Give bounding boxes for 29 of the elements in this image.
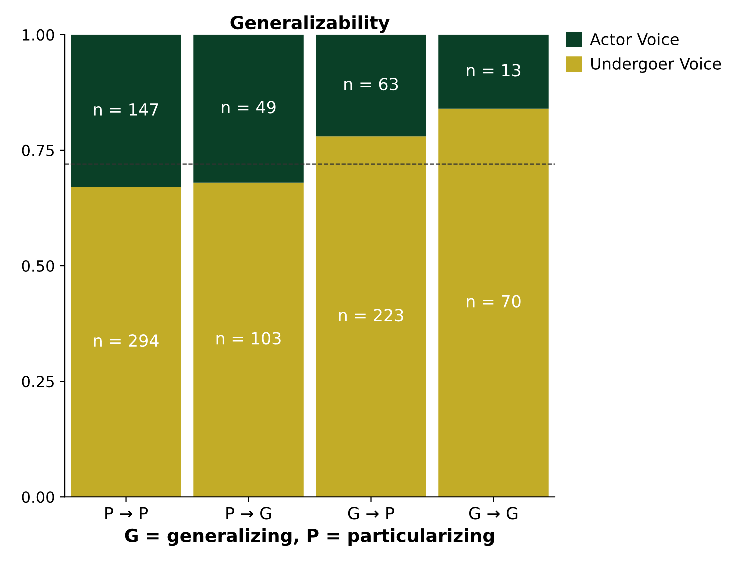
annotation: n = 223 (339, 309, 404, 322)
bar (71, 187, 182, 498)
annotation: n = 63 (344, 78, 398, 91)
annotation: n = 147 (94, 104, 158, 116)
x-tick-label: G → G (469, 507, 518, 520)
legend-label: Actor Voice (590, 33, 679, 46)
y-tick-label: 0.50 (22, 260, 54, 272)
annotation: n = 103 (216, 332, 281, 345)
chart-title: Generalizability (230, 16, 390, 34)
annotation: n = 49 (222, 101, 276, 114)
annotation: n = 13 (467, 64, 521, 77)
bar (71, 34, 182, 188)
annotation: n = 70 (467, 295, 521, 308)
bar (316, 136, 426, 498)
y-tick-label: 1.00 (22, 29, 54, 41)
bar (194, 34, 304, 183)
y-tick-label: 0.75 (22, 144, 54, 156)
annotation: n = 294 (94, 334, 159, 348)
legend-label: Undergoer Voice (592, 58, 722, 74)
bar (316, 34, 426, 137)
x-tick-label: P → G (226, 507, 272, 520)
x-tick-label: P → P (106, 507, 148, 520)
bar (438, 108, 549, 498)
bar (194, 182, 304, 498)
x-tick-label: G → P (348, 507, 394, 520)
y-tick-label: 0.25 (22, 376, 54, 388)
y-tick-label: 0.00 (22, 492, 54, 504)
bar (438, 34, 549, 109)
x-axis-title: G = generalizing, P = particularizing (125, 528, 494, 546)
